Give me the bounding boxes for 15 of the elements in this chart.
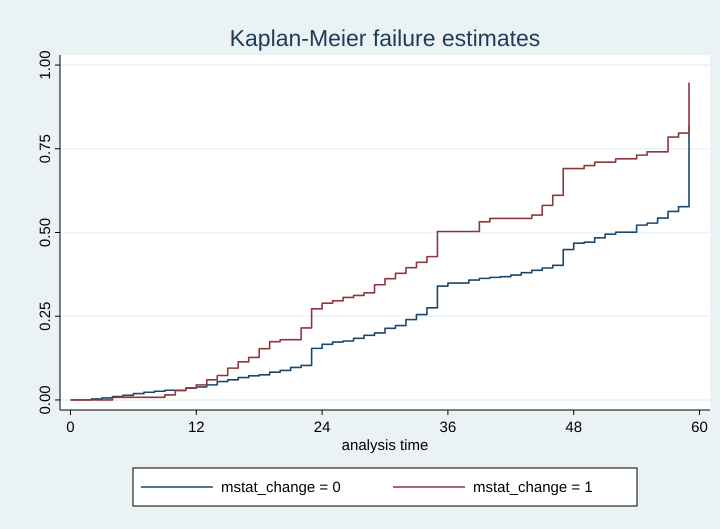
y-tick-label: 0.75 — [37, 134, 54, 164]
x-tick-label: 0 — [66, 419, 75, 436]
y-tick-label: 1.00 — [37, 50, 54, 80]
x-tick-label: 24 — [314, 419, 330, 436]
y-tick-label: 0.50 — [37, 218, 54, 248]
chart-title: Kaplan-Meier failure estimates — [230, 25, 540, 51]
x-tick-label: 48 — [565, 419, 582, 436]
legend-label: mstat_change = 0 — [221, 479, 341, 496]
x-tick-label: 60 — [691, 419, 708, 436]
x-axis-title: analysis time — [342, 437, 428, 454]
x-tick-label: 36 — [440, 419, 456, 436]
y-tick-label: 0.25 — [37, 302, 54, 331]
legend-label: mstat_change = 1 — [473, 479, 593, 496]
y-tick-label: 0.00 — [37, 385, 54, 415]
x-tick-label: 12 — [188, 419, 205, 436]
